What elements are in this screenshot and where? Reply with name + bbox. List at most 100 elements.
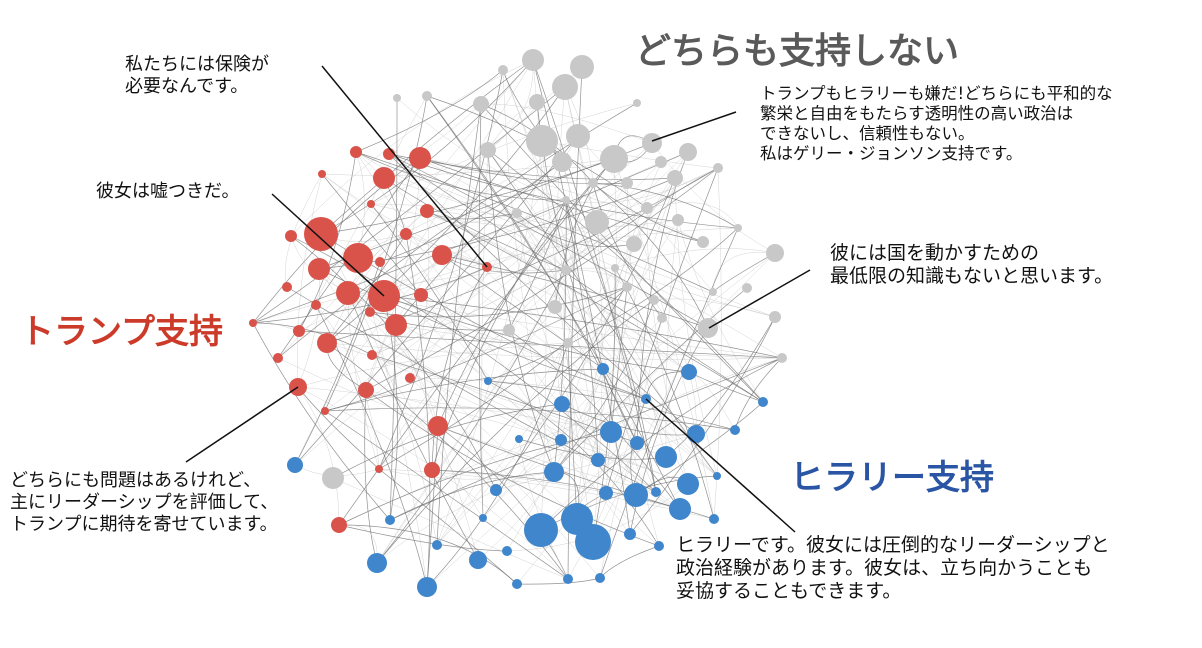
hillary-node	[490, 484, 502, 496]
network-edge	[370, 203, 679, 229]
trump-node	[375, 257, 385, 267]
network-edge	[364, 389, 378, 564]
trump-node	[367, 200, 375, 208]
network-edge	[565, 167, 719, 271]
hillary-node	[630, 436, 644, 450]
network-edge	[318, 268, 484, 519]
neither-node	[322, 467, 344, 489]
trump-node	[375, 465, 383, 473]
trump-node	[317, 333, 337, 353]
network-edge	[565, 199, 657, 493]
network-edge	[355, 151, 518, 214]
hillary-node	[709, 514, 719, 524]
trump-node	[331, 517, 347, 533]
network-edge	[420, 167, 719, 296]
network-edge	[405, 233, 431, 588]
neither-node	[526, 125, 558, 157]
network-edge	[332, 477, 569, 580]
network-edge	[395, 324, 783, 359]
neither-node	[679, 143, 697, 161]
network-edge	[286, 286, 657, 493]
trump-node	[385, 314, 407, 336]
network-edge	[436, 177, 676, 546]
trump-node	[311, 300, 321, 310]
leader-line-knowledge	[708, 269, 811, 329]
network-edge	[599, 442, 638, 579]
neither-node	[698, 318, 718, 338]
network-edge	[610, 431, 681, 510]
network-edge	[409, 377, 647, 400]
hillary-node	[687, 425, 705, 443]
neither-node	[570, 55, 594, 79]
network-edge	[713, 167, 722, 520]
trump-node	[428, 416, 448, 436]
network-edge	[480, 103, 764, 403]
hillary-group-label: ヒラリー支持	[790, 458, 994, 498]
network-edge	[347, 292, 479, 561]
hillary-node	[544, 462, 564, 482]
neither-node	[529, 94, 545, 110]
network-edge	[371, 207, 648, 356]
network-edge	[419, 157, 704, 243]
quote-leadership: どちらにも問題はあるけれど、 主にリーダーシップを評価して、 トランプに期待を寄…	[10, 470, 279, 535]
neither-node	[626, 236, 642, 252]
hillary-node	[591, 453, 605, 467]
neither-node	[422, 91, 432, 101]
neither-node	[480, 142, 496, 158]
neither-node	[393, 94, 401, 102]
network-edge	[516, 212, 635, 247]
network-edge	[318, 268, 647, 400]
hillary-node	[417, 577, 437, 597]
network-edge	[487, 227, 739, 382]
network-edge	[355, 69, 504, 153]
neither-node	[588, 178, 598, 188]
trump-node	[424, 462, 440, 478]
hillary-node	[655, 446, 677, 468]
hillary-node	[758, 397, 768, 407]
trump-node	[383, 148, 395, 160]
network-edge	[576, 151, 689, 520]
network-edge	[376, 306, 556, 564]
network-edge	[437, 425, 569, 580]
network-edge	[383, 177, 567, 271]
network-edge	[506, 368, 604, 552]
trump-node	[420, 204, 434, 218]
leader-line-insurance	[321, 65, 488, 268]
trump-node	[273, 353, 283, 363]
network-edge	[518, 438, 569, 580]
hillary-node	[479, 514, 487, 522]
network-edge	[297, 386, 569, 580]
network-edge	[379, 261, 562, 441]
leader-line-johnson	[651, 111, 737, 142]
neither-node	[667, 170, 683, 186]
network-edge	[395, 324, 479, 561]
hillary-node	[595, 573, 605, 583]
network-edge	[653, 298, 776, 318]
neither-node	[621, 177, 633, 189]
network-edge	[298, 151, 357, 332]
network-edge	[320, 59, 534, 235]
neither-group-label: どちらも支持しない	[635, 31, 960, 72]
network-edge	[365, 389, 660, 547]
hillary-node	[469, 551, 487, 569]
network-edge	[383, 295, 690, 373]
neither-node	[600, 145, 628, 173]
quote-knowledge: 彼には国を動かすための 最低限の知識もないと思います。	[830, 242, 1114, 288]
network-edge	[426, 210, 764, 403]
network-edge	[369, 286, 628, 318]
network-edge	[487, 380, 660, 547]
neither-node	[522, 49, 544, 71]
hillary-node	[502, 546, 512, 556]
hillary-node	[677, 473, 699, 495]
network-edge	[379, 161, 563, 263]
neither-node	[552, 152, 572, 172]
network-edge	[592, 291, 714, 543]
network-edge	[388, 153, 697, 435]
network-edge	[577, 135, 714, 293]
trump-node	[321, 407, 329, 415]
network-edge	[388, 153, 764, 403]
network-edge	[378, 468, 715, 520]
network-edge	[536, 101, 594, 543]
network-edge	[516, 212, 718, 477]
network-edge	[378, 286, 628, 470]
